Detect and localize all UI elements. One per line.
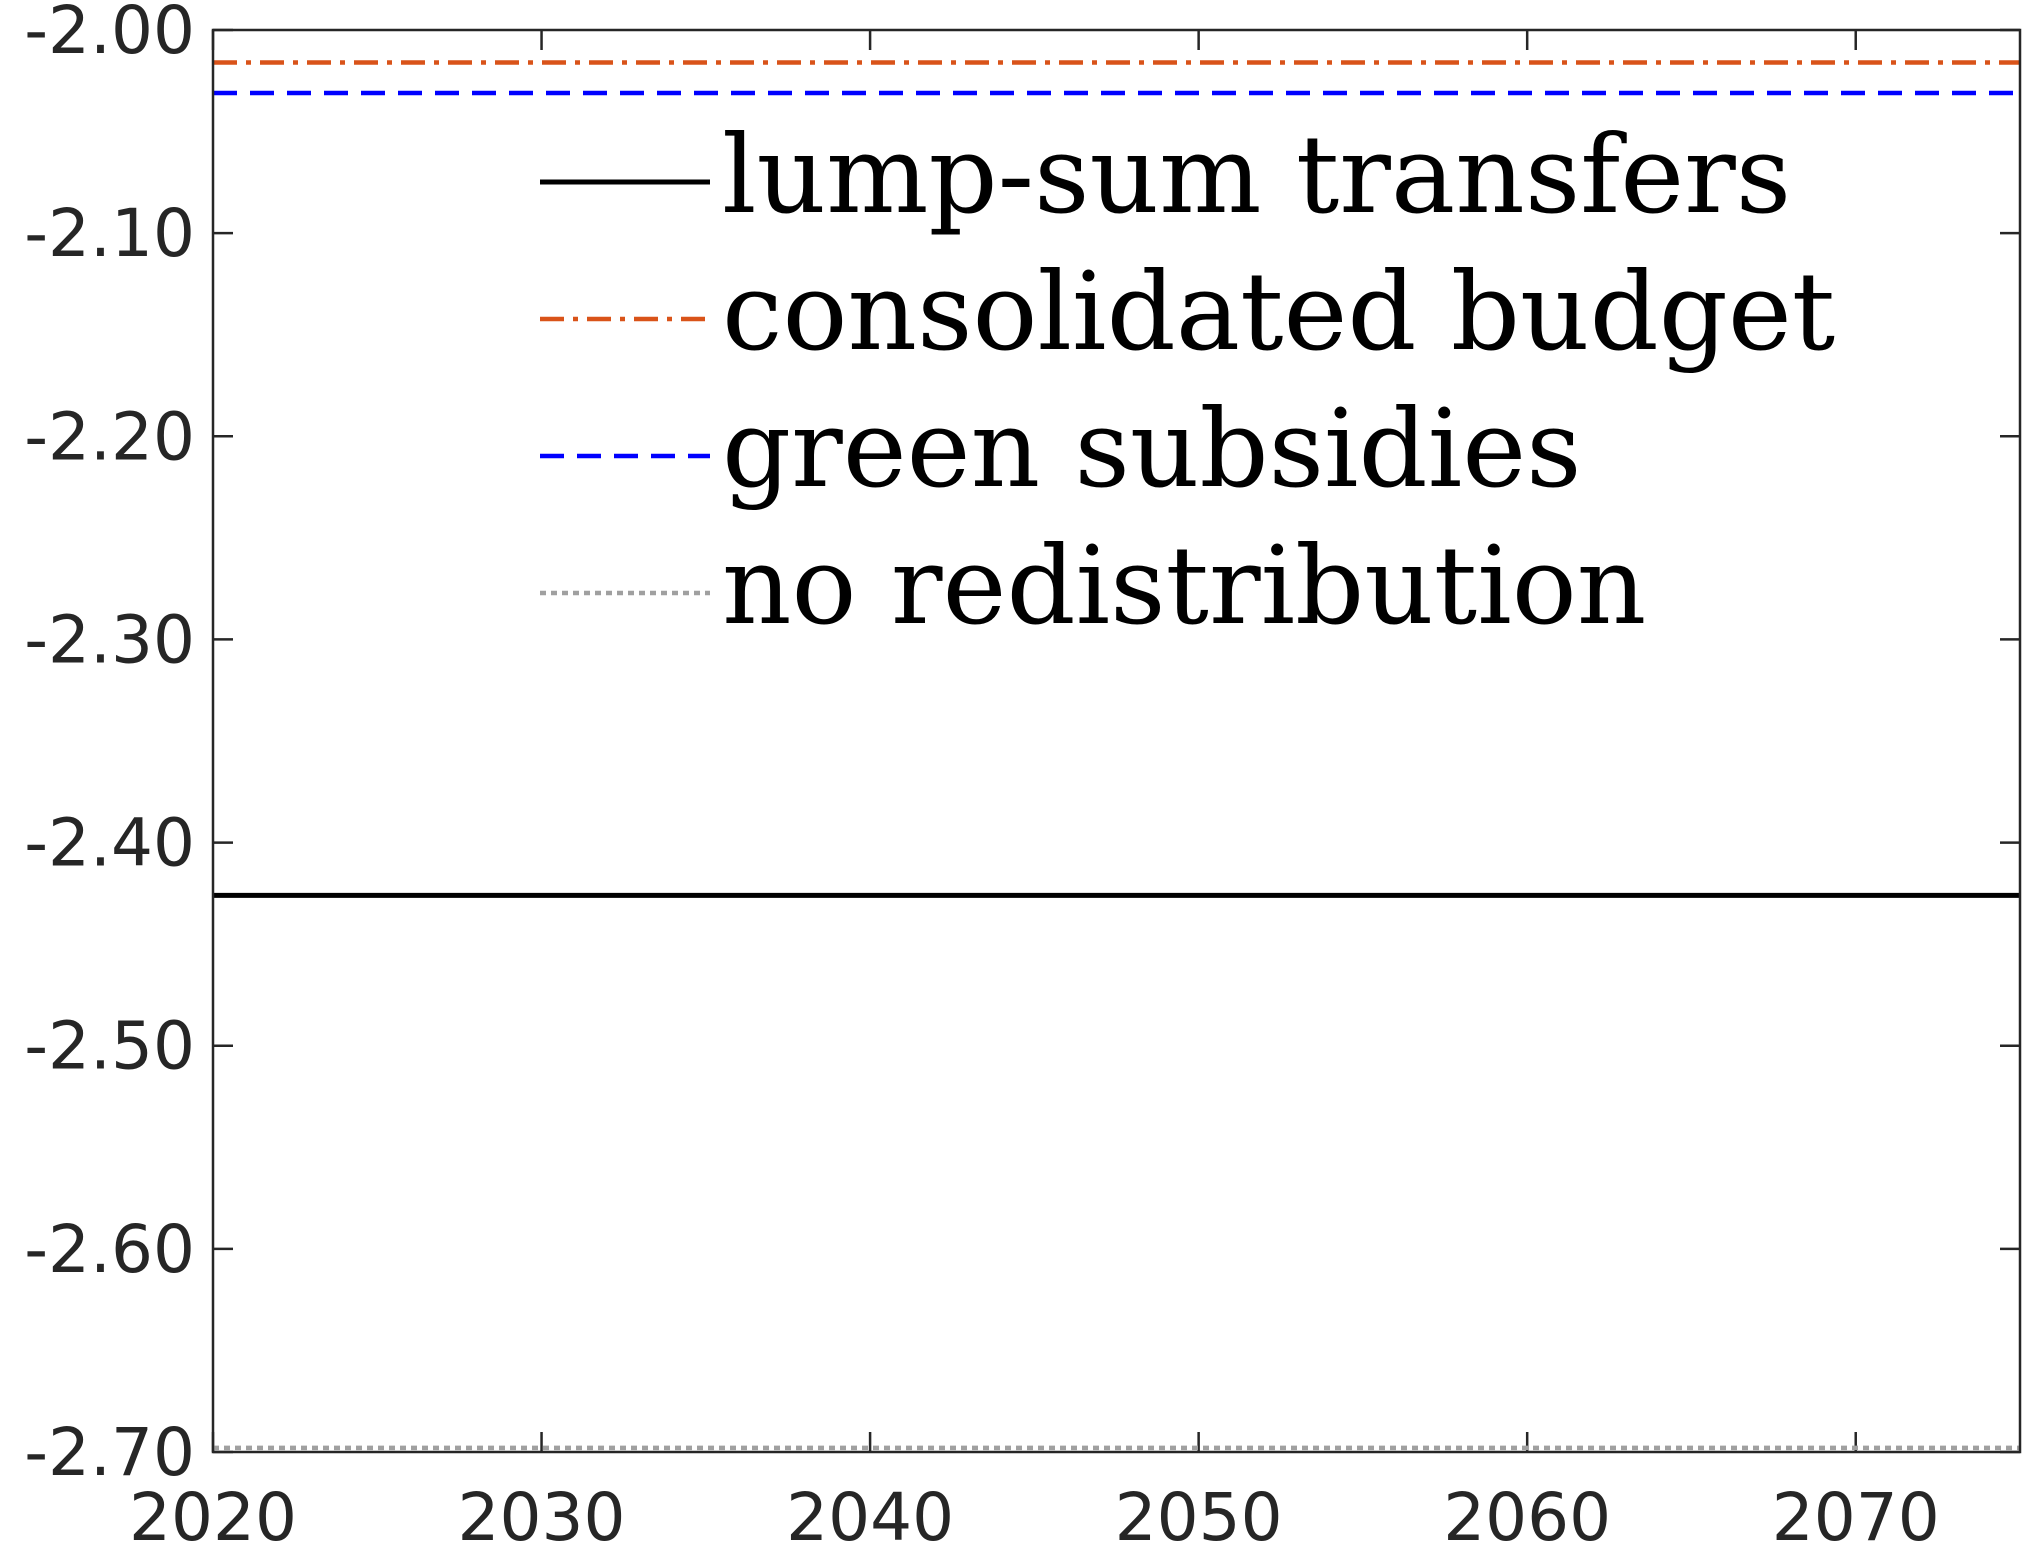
plot-area-frame: [211, 28, 2022, 1454]
x-tick-label: 2050: [1115, 1479, 1283, 1554]
y-tick-label: -2.10: [24, 195, 195, 272]
x-tick-label: 2040: [786, 1479, 954, 1554]
y-tick-label: -2.00: [24, 0, 195, 69]
x-tick-label: 2020: [129, 1479, 297, 1554]
legend-label: consolidated budget: [722, 250, 1835, 375]
y-tick-label: -2.40: [24, 805, 195, 882]
legend-label: green subsidies: [722, 387, 1582, 512]
x-axis-ticks: 2020 2030 2040 2050 2060 2070: [129, 30, 1940, 1554]
x-tick-label: 2070: [1772, 1479, 1940, 1554]
y-tick-label: -2.30: [24, 601, 195, 678]
x-tick-label: 2030: [458, 1479, 626, 1554]
y-tick-label: -2.20: [24, 398, 195, 475]
y-tick-label: -2.50: [24, 1008, 195, 1085]
legend-label: lump-sum transfers: [722, 113, 1791, 238]
y-tick-label: -2.60: [24, 1211, 195, 1288]
y-tick-label: -2.70: [24, 1414, 195, 1491]
plot-lines: [213, 60, 2020, 1451]
legend-label: no redistribution: [722, 524, 1646, 649]
y-axis-ticks: -2.00 -2.10 -2.20 -2.30 -2.40 -2.50 -2.60 -2.70: [24, 0, 2020, 1491]
x-tick-label: 2060: [1443, 1479, 1611, 1554]
